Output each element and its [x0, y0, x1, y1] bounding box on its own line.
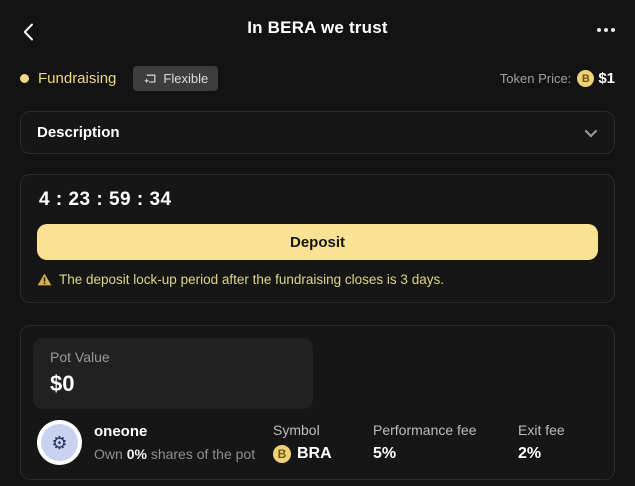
- pot-value-box: Pot Value $0: [33, 338, 313, 409]
- performance-fee-value: 5%: [373, 445, 397, 462]
- flexible-badge[interactable]: Flexible: [133, 66, 219, 91]
- owner-name: oneone: [94, 423, 148, 440]
- owner-info: oneone Own 0% shares of the pot: [94, 423, 255, 462]
- lockup-warning: The deposit lock-up period after the fun…: [37, 272, 598, 287]
- more-options-button[interactable]: [595, 24, 617, 36]
- chevron-left-icon: [23, 23, 34, 41]
- description-accordion[interactable]: Description: [20, 111, 615, 154]
- header: In BERA we trust: [0, 0, 635, 44]
- pot-value-label: Pot Value: [50, 349, 110, 365]
- token-coin-icon: B: [273, 445, 291, 463]
- owner-profile: ⚙ oneone Own 0% shares of the pot: [37, 420, 273, 465]
- pot-value: $0: [50, 371, 75, 396]
- performance-fee-column: Performance fee 5%: [373, 422, 518, 463]
- page-title: In BERA we trust: [247, 18, 388, 37]
- exit-fee-value: 2%: [518, 445, 542, 462]
- status-row: Fundraising Flexible Token Price: B $1: [0, 66, 635, 91]
- token-price-label: Token Price:: [499, 71, 572, 86]
- exit-fee-label: Exit fee: [518, 422, 565, 438]
- deposit-card: 4 : 23 : 59 : 34 Deposit The deposit loc…: [20, 174, 615, 303]
- pot-bottom-row: ⚙ oneone Own 0% shares of the pot Symbol…: [33, 420, 602, 467]
- gear-icon: ⚙: [41, 424, 78, 461]
- own-prefix: Own: [94, 446, 123, 462]
- countdown-timer: 4 : 23 : 59 : 34: [39, 189, 172, 210]
- back-button[interactable]: [16, 20, 40, 44]
- pot-card: Pot Value $0 ⚙ oneone Own 0% shares of t…: [20, 325, 615, 480]
- symbol-label: Symbol: [273, 422, 320, 438]
- flexible-badge-label: Flexible: [163, 71, 209, 86]
- symbol-ticker: BRA: [297, 445, 332, 462]
- token-coin-icon: B: [577, 70, 595, 87]
- lockup-warning-text: The deposit lock-up period after the fun…: [59, 272, 444, 287]
- symbol-column: Symbol B BRA: [273, 422, 373, 463]
- status-dot-icon: [20, 74, 29, 83]
- symbol-value: B BRA: [273, 445, 373, 463]
- avatar: ⚙: [37, 420, 82, 465]
- performance-fee-label: Performance fee: [373, 422, 477, 438]
- own-shares-line: Own 0% shares of the pot: [94, 446, 255, 462]
- own-suffix: shares of the pot: [150, 446, 256, 462]
- warning-triangle-icon: [37, 273, 52, 286]
- own-percent: 0%: [126, 446, 147, 462]
- chevron-down-icon: [584, 124, 598, 138]
- description-title: Description: [37, 124, 120, 141]
- fundraising-status-label: Fundraising: [38, 70, 117, 87]
- token-price-value: $1: [598, 70, 615, 87]
- exit-fee-column: Exit fee 2%: [518, 422, 598, 463]
- box-star-icon: [143, 72, 157, 86]
- token-price: Token Price: B $1: [500, 70, 615, 87]
- deposit-button[interactable]: Deposit: [37, 224, 598, 260]
- ellipsis-icon: [597, 28, 615, 32]
